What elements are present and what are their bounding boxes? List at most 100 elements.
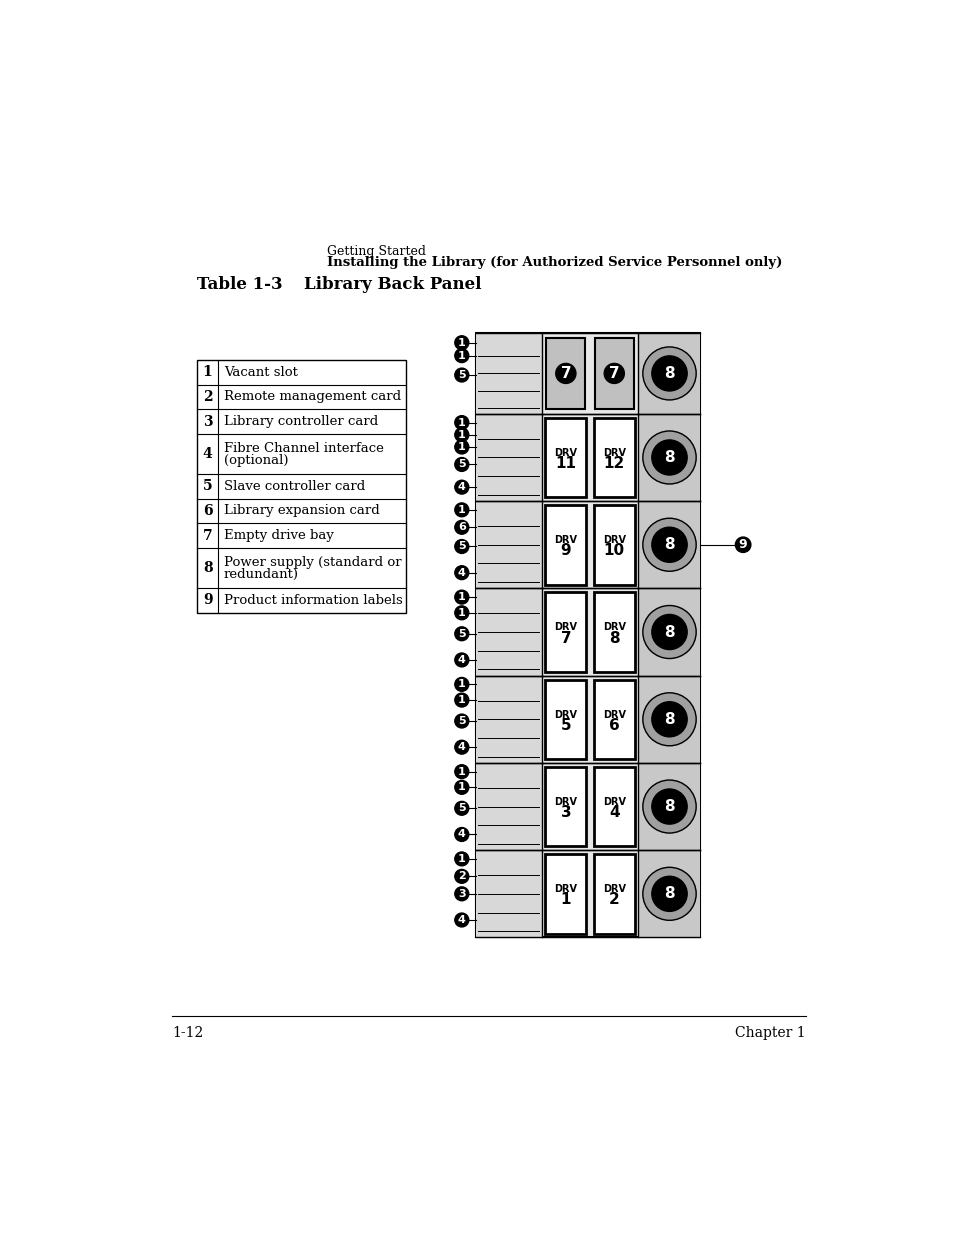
Bar [476,333,700,937]
Text: 7: 7 [608,366,618,380]
Circle shape [651,877,686,911]
Text: DRV: DRV [554,710,577,720]
Bar [476,588,541,676]
Text: Fibre Channel interface: Fibre Channel interface [224,442,383,454]
Text: 8: 8 [663,887,674,902]
Text: 5: 5 [457,716,465,726]
Text: 7: 7 [560,366,571,380]
Text: 4: 4 [608,805,618,820]
Text: 1: 1 [457,679,465,689]
Text: 5: 5 [457,541,465,552]
Text: 8: 8 [663,799,674,814]
Circle shape [651,527,686,562]
Circle shape [455,852,468,866]
Text: 8: 8 [663,366,674,380]
Circle shape [455,566,468,579]
Circle shape [455,887,468,900]
Bar [476,333,541,414]
Text: Power supply (standard or: Power supply (standard or [224,556,401,569]
Text: Product information labels: Product information labels [224,594,402,606]
Circle shape [455,740,468,755]
Bar [638,333,700,414]
Text: DRV: DRV [554,797,577,806]
Text: 1: 1 [457,782,465,793]
Text: DRV: DRV [602,622,625,632]
Text: Table 1-3: Table 1-3 [196,275,282,293]
Bar [476,414,541,501]
Bar [545,417,585,498]
Circle shape [455,457,468,472]
Text: Remote management card: Remote management card [224,390,400,404]
Text: 1: 1 [457,592,465,603]
Circle shape [455,802,468,815]
Text: 9: 9 [738,538,746,551]
Text: 8: 8 [663,711,674,726]
Text: 8: 8 [663,537,674,552]
Bar [638,501,700,588]
Circle shape [455,693,468,706]
Bar [476,501,541,588]
Text: DRV: DRV [554,535,577,545]
Bar [638,676,700,763]
Text: 1: 1 [457,608,465,618]
Circle shape [455,714,468,727]
Circle shape [642,693,696,746]
Text: 1: 1 [202,366,213,379]
Text: 1: 1 [457,430,465,440]
Text: 6: 6 [608,718,619,732]
Text: Library expansion card: Library expansion card [224,504,379,517]
Bar [545,505,585,584]
Bar [594,417,634,498]
Text: 1: 1 [457,442,465,452]
Text: 1: 1 [457,351,465,361]
Text: DRV: DRV [554,884,577,894]
Text: Slave controller card: Slave controller card [224,479,365,493]
Text: 1: 1 [457,417,465,427]
Bar [594,505,634,584]
Bar [594,593,634,672]
Circle shape [455,427,468,442]
Text: 4: 4 [457,568,465,578]
Circle shape [455,416,468,430]
Bar [594,337,633,409]
Circle shape [455,653,468,667]
Bar [638,414,700,501]
Bar [545,855,585,934]
Circle shape [651,615,686,650]
Circle shape [455,348,468,363]
Text: 9: 9 [560,543,571,558]
Text: 5: 5 [560,718,571,732]
Text: 1: 1 [560,893,571,908]
Circle shape [455,678,468,692]
Text: 10: 10 [603,543,624,558]
Text: Library controller card: Library controller card [224,415,377,429]
Bar [545,767,585,846]
Text: Library Back Panel: Library Back Panel [303,275,480,293]
Text: Installing the Library (for Authorized Service Personnel only): Installing the Library (for Authorized S… [327,256,781,269]
Text: 2: 2 [203,390,213,404]
Circle shape [455,440,468,454]
Text: 1: 1 [457,853,465,864]
Text: 5: 5 [203,479,213,493]
Text: DRV: DRV [602,448,625,458]
Text: 7: 7 [203,529,213,542]
Circle shape [455,503,468,516]
Circle shape [642,519,696,572]
Bar [594,855,634,934]
Text: 4: 4 [457,742,465,752]
Text: 1: 1 [457,337,465,348]
Text: 9: 9 [203,593,213,608]
Circle shape [651,440,686,475]
Text: 5: 5 [457,459,465,469]
Text: DRV: DRV [554,448,577,458]
Circle shape [455,869,468,883]
Circle shape [455,827,468,841]
Text: 6: 6 [457,522,465,532]
Circle shape [455,627,468,641]
Bar [476,676,541,763]
Circle shape [735,537,750,552]
Text: 2: 2 [608,893,619,908]
Text: Getting Started: Getting Started [327,245,425,258]
Text: 5: 5 [457,629,465,638]
Text: Empty drive bay: Empty drive bay [224,529,334,542]
